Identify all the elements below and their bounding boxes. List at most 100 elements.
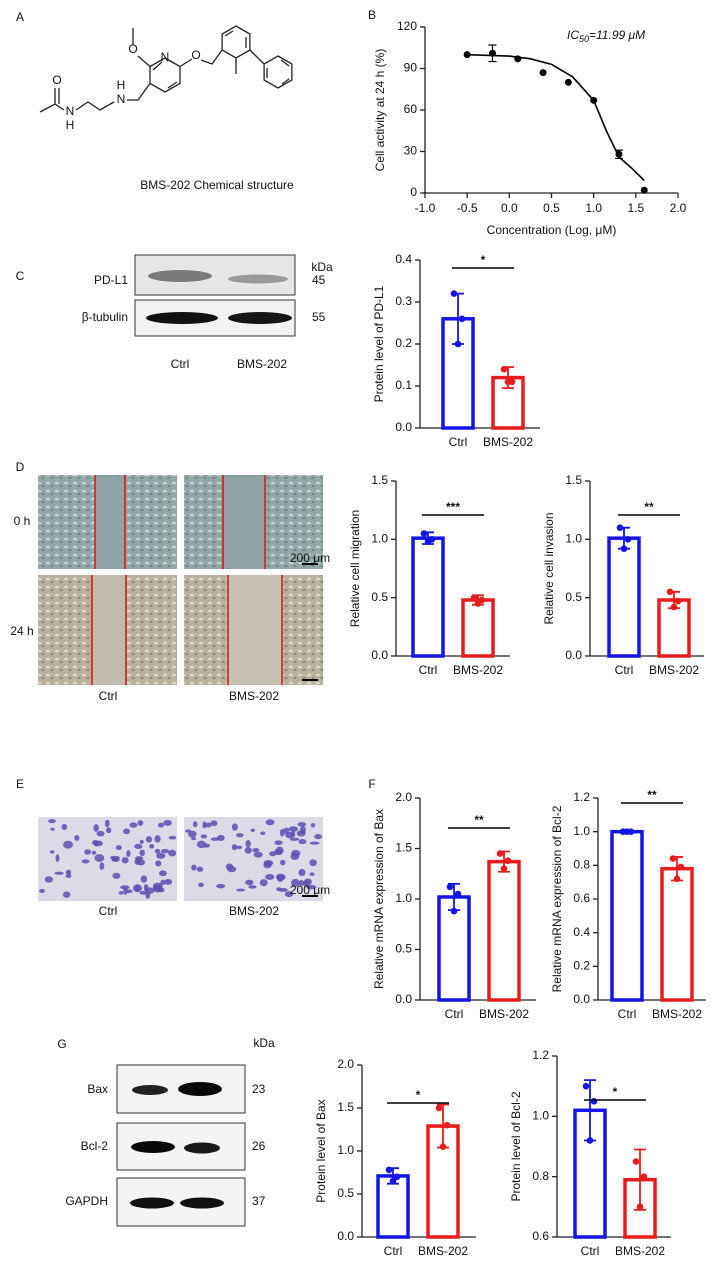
blot-c [134,254,296,337]
lane-label: BMS-202 [229,689,279,703]
annotation-sub: 50 [579,34,589,44]
x-axis-label: Concentration (Log, μM) [487,223,617,237]
cell [298,868,306,877]
data-point [590,96,598,104]
x-tick-label: BMS-202 [652,1007,702,1021]
cell [136,859,145,866]
data-point [393,1173,401,1181]
cell [74,835,80,841]
cell [139,839,144,845]
fit-curve [467,53,645,182]
cell [202,821,207,829]
cell [115,845,122,851]
y-tick-label: 0.4 [395,252,412,266]
y-tick-label: 60 [404,102,418,116]
data-point [508,378,516,386]
y-tick-label: 0.5 [395,942,412,956]
cell [190,837,197,841]
data-point [470,594,478,601]
y-tick-label: 0.0 [395,992,412,1006]
data-point [616,524,624,531]
y-axis-label: Protein level of Bax [314,1099,328,1202]
cell [231,823,238,831]
x-tick-label: Ctrl [615,663,634,677]
y-tick-label: 0.0 [573,992,590,1006]
cell [145,836,153,843]
y-tick-label: 0.0 [371,648,388,662]
cell [296,830,306,837]
scale-bar-label: 200 μm [290,883,330,897]
data-point [640,186,648,194]
cell [291,878,300,887]
y-tick-label: 120 [397,19,417,33]
blot-row-label: GAPDH [65,1194,108,1208]
cell [61,823,68,831]
y-tick-label: 1.2 [573,790,590,804]
cell [91,850,97,855]
cell [198,882,204,888]
cell [244,846,252,854]
y-tick-label: 1.0 [371,532,388,546]
cell [160,849,170,854]
cell [157,822,165,828]
x-tick-label: 1.0 [585,201,602,215]
cell [310,823,316,828]
cell [132,884,143,893]
cell [164,878,173,885]
cell [120,885,130,890]
cell [154,835,161,843]
y-tick-label: 1.0 [337,1143,354,1157]
atom-label: N [161,50,170,64]
data-point [669,855,677,862]
data-point [590,1097,598,1105]
cell [235,845,243,850]
cell [106,827,112,834]
cell [297,822,307,827]
cell [309,859,317,867]
annotation-rest: =11.99 μM [589,28,645,42]
atom-label: H [66,118,75,132]
cell [269,851,277,857]
lane-label: Ctrl [99,689,118,703]
cell [210,820,218,827]
blot-row-label: PD-L1 [94,273,128,287]
y-tick-label: 0.6 [532,1229,549,1243]
blot-row-label: Bcl-2 [81,1139,109,1153]
data-point [674,597,682,605]
cell [140,875,148,883]
cell [263,861,272,869]
cell [259,879,268,887]
data-point [389,1177,397,1185]
cell [62,891,71,898]
data-point [428,536,436,543]
cell [160,879,166,886]
cell [285,831,295,839]
data-point [496,850,504,857]
cell [135,856,144,861]
panel-letter: F [368,777,375,791]
cell [121,857,129,864]
cell [65,869,72,875]
cell [139,849,145,857]
cell [265,874,275,880]
data-point [450,290,458,297]
y-tick-label: 0.5 [565,590,582,604]
y-tick-label: 0.6 [573,891,590,905]
lane-label: Ctrl [171,357,190,371]
kda-value: 55 [312,310,326,324]
panel-letter: G [57,1037,66,1051]
x-tick-label: BMS-202 [615,1244,665,1258]
bar [411,536,445,658]
cell [84,849,92,855]
cell [154,848,161,854]
y-tick-label: 90 [404,61,418,75]
data-point [640,1173,648,1180]
y-tick-label: 1.0 [395,891,412,905]
atom-label: O [191,48,200,62]
bar [487,859,521,1002]
x-tick-label: BMS-202 [479,1007,529,1021]
kda-value: 26 [252,1139,266,1153]
data-point [385,1166,393,1174]
kda-label: kDa [253,1036,275,1050]
cell [109,855,120,860]
